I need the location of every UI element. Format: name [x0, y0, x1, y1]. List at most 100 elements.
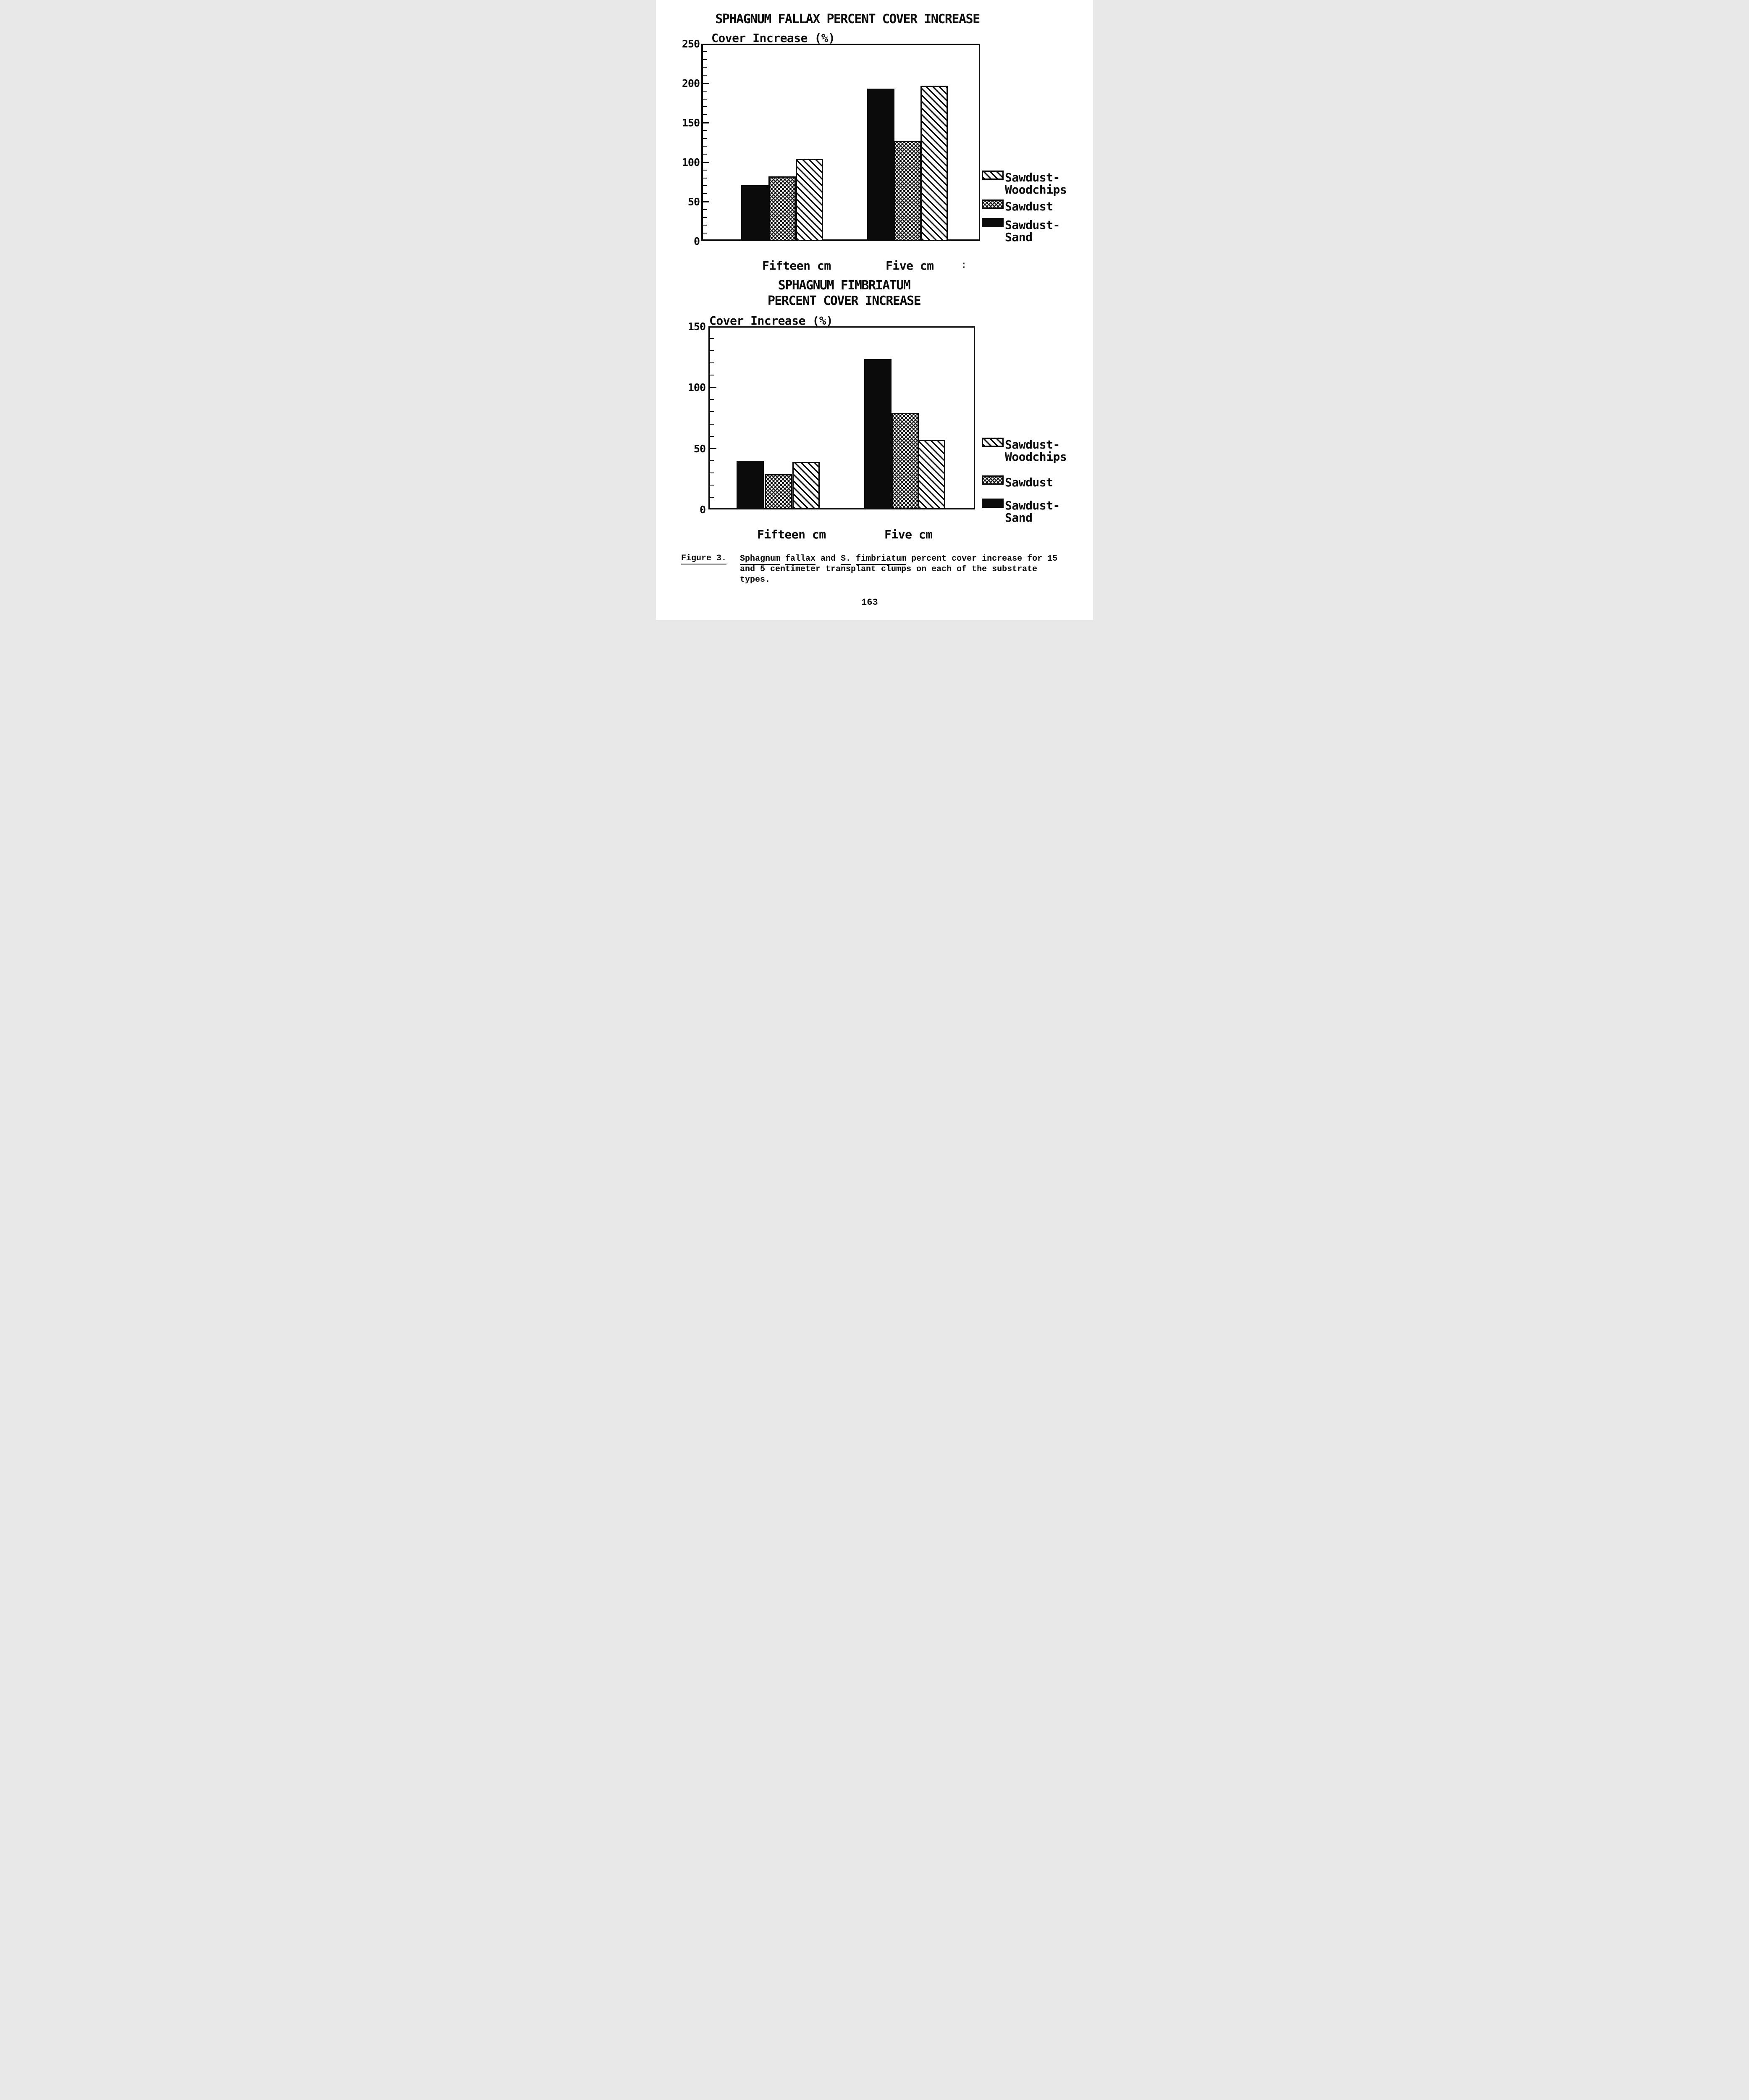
x-category-label: Five cm [886, 259, 934, 273]
bar-five-cm-sawdust [892, 413, 919, 509]
y-minor-tick [703, 75, 707, 76]
caption-underlined-word: Sphagnum [740, 554, 781, 565]
y-minor-tick [710, 423, 714, 425]
y-axis-label: Cover Increase (%) [711, 31, 835, 45]
plot-area [708, 326, 975, 509]
legend-label-line: Sawdust- [1005, 499, 1060, 512]
y-minor-tick [710, 362, 714, 364]
legend-swatch-sawdust [982, 200, 1004, 209]
y-minor-tick [710, 399, 714, 400]
y-tick-label: 100 [687, 381, 706, 394]
y-tick-label: 0 [699, 504, 706, 516]
caption-text: and [816, 554, 841, 564]
legend-label-line: Woodchips [1005, 183, 1067, 197]
y-tick-label: 50 [687, 196, 700, 208]
chart-title-line: PERCENT COVER INCREASE [767, 294, 921, 308]
legend-label-line: Sand [1005, 230, 1033, 244]
y-tick-label: 200 [682, 77, 700, 89]
legend-swatch-sawdust [982, 475, 1004, 485]
y-minor-tick [703, 209, 707, 210]
y-minor-tick [710, 338, 714, 339]
scanned-page: SPHAGNUM FALLAX PERCENT COVER INCREASE Co… [656, 0, 1093, 620]
y-minor-tick [703, 90, 707, 92]
bar-five-cm-sawdust-woodchips [918, 440, 945, 509]
y-major-tick [703, 201, 709, 202]
y-minor-tick [710, 350, 714, 352]
y-minor-tick [710, 472, 714, 473]
y-minor-tick [703, 51, 707, 52]
page-number: 163 [861, 597, 878, 608]
y-minor-tick [703, 146, 707, 147]
bar-fifteen-cm-sawdust-sand [741, 185, 768, 241]
y-minor-tick [703, 59, 707, 60]
legend-label-line: Sawdust- [1005, 218, 1060, 232]
y-minor-tick [703, 114, 707, 116]
legend-swatch-sawdust-sand [982, 218, 1004, 227]
caption-text [780, 554, 785, 564]
caption-text: and 5 centimeter transplant clumps on ea… [740, 564, 1038, 574]
caption-line: types. [740, 575, 1057, 585]
caption-underlined-word: fimbriatum [856, 554, 907, 565]
legend-label-line: Sand [1005, 511, 1033, 525]
legend-swatch-sawdust-woodchips [982, 438, 1004, 447]
y-minor-tick [703, 106, 707, 108]
caption-line: and 5 centimeter transplant clumps on ea… [740, 564, 1057, 575]
y-minor-tick [703, 138, 707, 139]
y-tick-label: 150 [682, 117, 700, 129]
y-minor-tick [710, 484, 714, 486]
legend-label-line: Sawdust [1005, 200, 1053, 213]
bar-five-cm-sawdust-sand [864, 359, 892, 509]
y-tick-label: 100 [682, 156, 700, 168]
legend-label-line: Sawdust- [1005, 438, 1060, 452]
y-minor-tick [710, 411, 714, 412]
legend-label-line: Woodchips [1005, 450, 1067, 464]
caption-text: types. [740, 575, 771, 585]
figure-caption-label: Figure 3. [681, 554, 727, 564]
caption-underlined-word: fallax [785, 554, 816, 565]
y-minor-tick [703, 67, 707, 68]
y-minor-tick [710, 496, 714, 498]
y-minor-tick [710, 460, 714, 461]
figure-caption-body: Sphagnum fallax and S. fimbriatum percen… [740, 554, 1057, 585]
chart-title-line: SPHAGNUM FALLAX PERCENT COVER INCREASE [715, 12, 980, 26]
legend-label-line: Sawdust [1005, 475, 1053, 489]
y-minor-tick [703, 185, 707, 186]
y-minor-tick [703, 154, 707, 155]
y-tick-label: 0 [693, 235, 700, 247]
stray-scan-mark: : [961, 259, 967, 270]
y-minor-tick [703, 98, 707, 100]
y-tick-label: 250 [682, 38, 700, 50]
chart-title-line: SPHAGNUM FIMBRIATUM [778, 278, 911, 293]
x-category-label: Fifteen cm [762, 259, 831, 273]
bar-five-cm-sawdust-sand [867, 89, 894, 241]
bar-fifteen-cm-sawdust-sand [737, 460, 764, 509]
legend-label-line: Sawdust- [1005, 171, 1060, 184]
bar-fifteen-cm-sawdust-woodchips [792, 462, 820, 509]
y-minor-tick [703, 217, 707, 218]
bar-fifteen-cm-sawdust [765, 474, 792, 509]
x-category-label: Five cm [884, 528, 933, 541]
caption-line: Sphagnum fallax and S. fimbriatum percen… [740, 554, 1058, 565]
bar-fifteen-cm-sawdust-woodchips [796, 159, 823, 241]
y-minor-tick [703, 169, 707, 171]
y-minor-tick [710, 436, 714, 437]
y-major-tick [703, 82, 709, 84]
y-major-tick [710, 448, 716, 449]
y-major-tick [703, 161, 709, 163]
y-minor-tick [703, 130, 707, 131]
y-major-tick [710, 386, 716, 388]
plot-area [701, 44, 980, 241]
y-minor-tick [703, 225, 707, 226]
y-tick-label: 50 [693, 442, 706, 455]
bar-five-cm-sawdust-woodchips [920, 85, 948, 241]
x-category-label: Fifteen cm [757, 528, 826, 541]
caption-text [851, 554, 856, 564]
y-minor-tick [703, 233, 707, 234]
legend-swatch-sawdust-sand [982, 499, 1004, 508]
y-axis-label: Cover Increase (%) [709, 314, 833, 328]
y-major-tick [703, 122, 709, 123]
bar-fifteen-cm-sawdust [768, 176, 796, 241]
caption-underlined-word: S. [841, 554, 851, 565]
caption-text: percent cover increase for 15 [906, 554, 1058, 564]
bar-five-cm-sawdust [894, 141, 921, 241]
